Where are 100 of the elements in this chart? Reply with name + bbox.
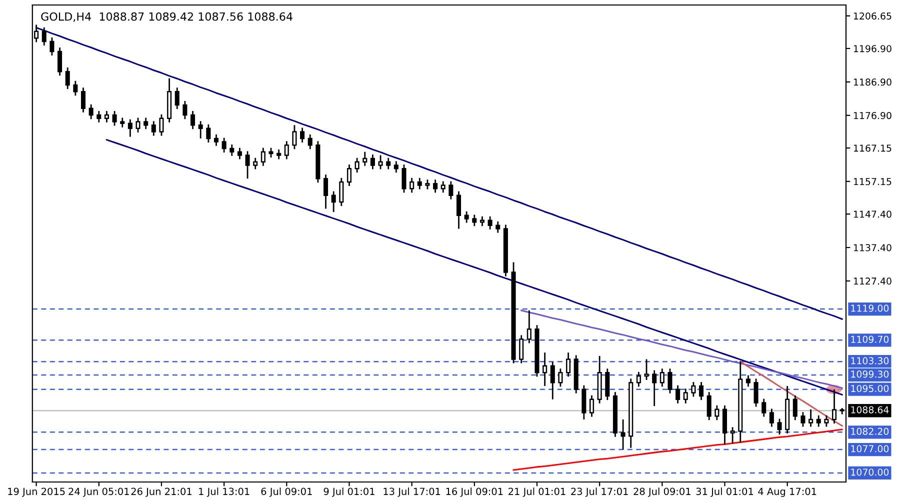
candlestick xyxy=(190,110,196,130)
x-tick-label: 19 Jun 2015 xyxy=(8,488,65,497)
y-tick-label: 1186.90 xyxy=(854,78,892,86)
x-tick-label: 31 Jul 01:01 xyxy=(696,488,753,497)
candlestick xyxy=(816,414,821,428)
ref-line-label: 1095.00 xyxy=(851,384,889,392)
candlestick xyxy=(824,414,829,428)
candlestick xyxy=(800,411,806,428)
candlestick xyxy=(464,210,469,224)
candlestick xyxy=(245,150,250,180)
candlestick xyxy=(386,157,391,170)
candlestick xyxy=(620,418,626,450)
candlestick xyxy=(402,164,406,194)
line-series xyxy=(106,139,843,396)
candlestick xyxy=(214,134,219,147)
y-tick-label: 1206.65 xyxy=(854,12,892,20)
candlestick xyxy=(136,117,140,134)
candlestick xyxy=(96,110,102,124)
ref-line-label: 1077.00 xyxy=(851,445,889,452)
candlestick xyxy=(652,370,657,407)
candlestick xyxy=(151,120,156,136)
candlestick xyxy=(676,384,680,404)
candlestick xyxy=(480,216,484,227)
x-tick-label: 28 Jul 09:01 xyxy=(634,488,690,497)
candlestick xyxy=(550,361,555,400)
x-tick-label: 13 Jul 17:01 xyxy=(384,488,440,497)
candlestick xyxy=(440,180,446,194)
candlestick xyxy=(683,388,688,404)
candlestick xyxy=(808,408,814,428)
candlestick xyxy=(104,110,109,124)
candlestick xyxy=(730,426,735,444)
candlestick xyxy=(237,147,242,160)
candlestick xyxy=(410,177,414,194)
candlestick xyxy=(308,134,312,150)
x-tick-label: 23 Jul 17:01 xyxy=(571,488,628,497)
x-tick-label: 6 Jul 09:01 xyxy=(261,488,312,497)
y-tick-label: 1157.15 xyxy=(854,178,892,186)
ref-line-label: 1109.70 xyxy=(851,336,889,343)
candlestick xyxy=(668,368,672,394)
candlestick xyxy=(260,147,266,167)
candlestick xyxy=(488,216,492,230)
candlestick xyxy=(88,104,94,120)
x-tick-label: 21 Jul 01:01 xyxy=(508,488,566,497)
x-tick-label: 24 Jun 05:01 xyxy=(68,488,129,497)
candlestick xyxy=(456,190,462,230)
x-tick-label: 26 Jun 21:01 xyxy=(131,488,192,497)
candlestick xyxy=(417,177,422,190)
ref-line-label: 1082.20 xyxy=(851,428,889,435)
candlestick xyxy=(222,137,226,154)
candlestick xyxy=(50,36,54,56)
candlestick xyxy=(58,46,62,76)
candlestick xyxy=(144,117,148,130)
candlestick xyxy=(589,394,594,418)
candlestick xyxy=(425,178,430,190)
ref-line-label: 1099.30 xyxy=(851,370,889,378)
candlestick xyxy=(276,148,282,160)
candlestick xyxy=(566,352,571,378)
y-tick-label: 1127.40 xyxy=(854,278,892,285)
candlestick xyxy=(636,371,641,388)
candlestick xyxy=(691,381,696,398)
candlestick xyxy=(542,352,548,387)
candlestick xyxy=(714,404,720,421)
candlestick xyxy=(120,117,125,128)
ref-line-label: 1070.00 xyxy=(851,468,889,476)
candlestick xyxy=(722,404,728,446)
candlestick xyxy=(73,80,78,96)
candlestick xyxy=(519,334,524,364)
candlestick xyxy=(660,368,664,388)
candlestick xyxy=(362,151,368,167)
candlestick xyxy=(769,408,774,428)
candlestick xyxy=(206,124,211,144)
candlestick xyxy=(112,110,117,126)
y-tick-label: 1147.40 xyxy=(854,210,892,218)
candlestick xyxy=(230,144,234,157)
x-tick-label: 16 Jul 09:01 xyxy=(446,488,503,497)
x-tick-label: 4 Aug 17:01 xyxy=(758,488,816,497)
candlestick xyxy=(128,118,132,138)
candlestick xyxy=(699,381,704,401)
candlestick xyxy=(777,418,782,436)
candlestick xyxy=(582,384,586,420)
ref-line-label: 1119.00 xyxy=(851,304,889,312)
candlestick xyxy=(80,86,86,114)
candlestick xyxy=(324,174,328,210)
candlestick xyxy=(284,140,289,160)
candlestick xyxy=(198,120,203,140)
candlestick xyxy=(448,180,454,200)
candlestick xyxy=(370,154,375,170)
ref-line-label: 1103.30 xyxy=(851,357,889,364)
x-tick-label: 9 Jul 01:01 xyxy=(324,488,374,497)
candlestick xyxy=(394,160,398,174)
candlestick xyxy=(746,374,750,388)
candlestick xyxy=(472,214,477,227)
candlestick xyxy=(174,86,180,110)
candlestick xyxy=(42,26,46,46)
line-series xyxy=(512,428,843,471)
candlestick xyxy=(605,368,610,401)
candlestick xyxy=(292,124,297,150)
candlestick xyxy=(433,178,438,194)
y-tick-label: 1137.40 xyxy=(854,244,892,252)
candlestick xyxy=(300,127,305,144)
